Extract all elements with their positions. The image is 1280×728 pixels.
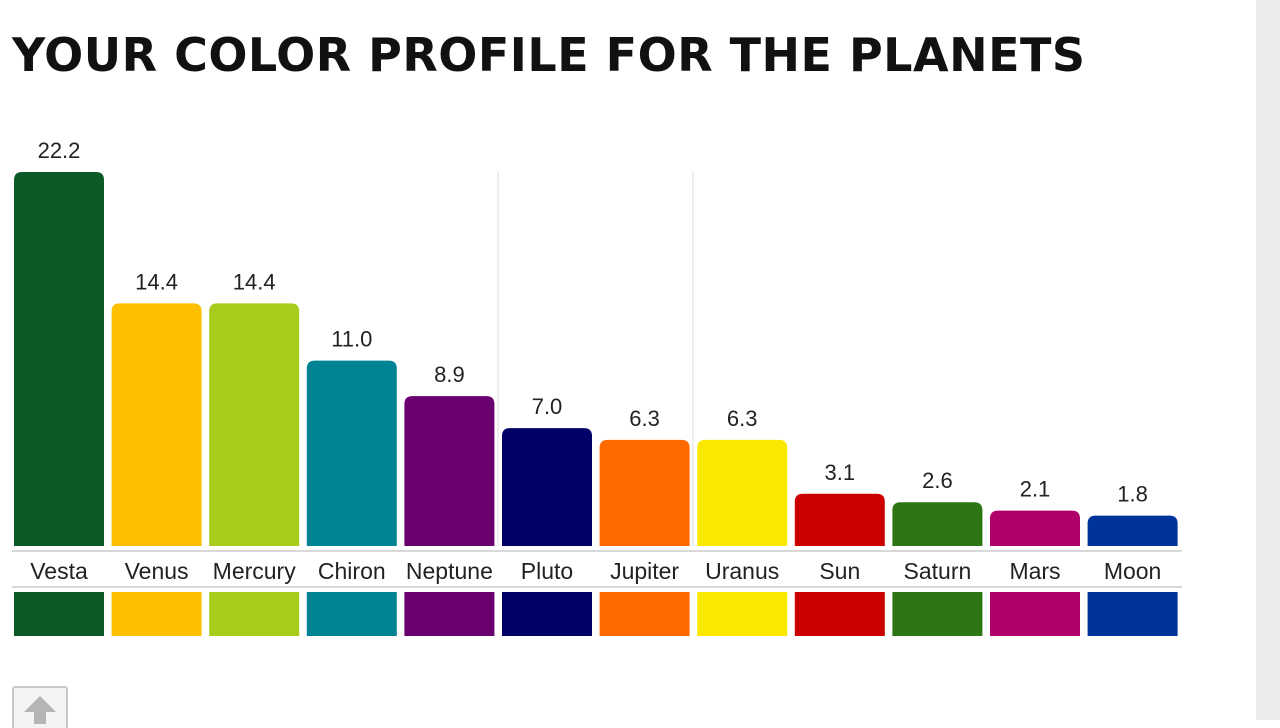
- bar-jupiter: [599, 439, 690, 546]
- value-label-neptune: 8.9: [434, 362, 465, 387]
- value-label-chiron: 11.0: [331, 327, 372, 352]
- chart-dividers: [12, 172, 1182, 588]
- category-label-chiron: Chiron: [318, 558, 386, 584]
- bar-moon: [1087, 515, 1178, 546]
- swatch-moon: [1087, 592, 1178, 636]
- category-label-pluto: Pluto: [521, 558, 573, 584]
- category-label-saturn: Saturn: [904, 558, 972, 584]
- category-label-uranus: Uranus: [705, 558, 779, 584]
- swatch-chiron: [306, 592, 397, 636]
- swatch-pluto: [502, 592, 592, 636]
- value-label-saturn: 2.6: [922, 468, 953, 493]
- value-label-moon: 1.8: [1117, 482, 1148, 507]
- category-label-moon: Moon: [1104, 558, 1162, 584]
- arrow-up-icon: [24, 696, 56, 724]
- bar-chart: 22.2 14.4 14.4 11.0 8.9 7.0 6.3 6.3 3.1 2.6 2.1 1.8…: [12, 138, 1182, 636]
- value-label-mars: 2.1: [1020, 477, 1051, 502]
- scroll-to-top-button[interactable]: [12, 686, 68, 728]
- chart-bars: [14, 172, 1178, 546]
- category-label-mars: Mars: [1009, 558, 1060, 584]
- bar-venus: [111, 303, 202, 546]
- swatch-mars: [990, 592, 1080, 636]
- chart-value-labels: 22.2 14.4 14.4 11.0 8.9 7.0 6.3 6.3 3.1 2.6 2.1 1.8: [38, 138, 1148, 507]
- category-label-mercury: Mercury: [213, 558, 297, 584]
- bar-neptune: [404, 396, 495, 546]
- bar-saturn: [892, 502, 983, 546]
- chart-color-swatches: [14, 592, 1178, 636]
- swatch-neptune: [404, 592, 495, 636]
- bar-pluto: [502, 428, 592, 546]
- swatch-saturn: [892, 592, 983, 636]
- chart-category-labels: Vesta Venus Mercury Chiron Neptune Pluto Jupit…: [30, 558, 1161, 584]
- value-label-pluto: 7.0: [532, 394, 563, 419]
- swatch-venus: [111, 592, 202, 636]
- bar-chiron: [306, 360, 397, 546]
- category-label-vesta: Vesta: [30, 558, 88, 584]
- value-label-sun: 3.1: [825, 460, 856, 485]
- category-label-venus: Venus: [125, 558, 189, 584]
- page-title: YOUR COLOR PROFILE FOR THE PLANETS: [12, 28, 1086, 82]
- bar-sun: [794, 493, 885, 546]
- value-label-jupiter: 6.3: [629, 406, 660, 431]
- bar-uranus: [697, 439, 788, 546]
- bar-mercury: [209, 303, 300, 546]
- swatch-mercury: [209, 592, 300, 636]
- value-label-mercury: 14.4: [233, 269, 276, 294]
- swatch-sun: [794, 592, 885, 636]
- swatch-vesta: [14, 592, 104, 636]
- bar-vesta: [14, 172, 104, 546]
- bar-mars: [990, 510, 1080, 546]
- category-label-jupiter: Jupiter: [610, 558, 679, 584]
- swatch-jupiter: [599, 592, 690, 636]
- value-label-vesta: 22.2: [38, 138, 81, 163]
- value-label-uranus: 6.3: [727, 406, 758, 431]
- value-label-venus: 14.4: [135, 269, 178, 294]
- category-label-neptune: Neptune: [406, 558, 493, 584]
- category-label-sun: Sun: [819, 558, 860, 584]
- right-scroll-strip: [1256, 0, 1280, 720]
- swatch-uranus: [697, 592, 788, 636]
